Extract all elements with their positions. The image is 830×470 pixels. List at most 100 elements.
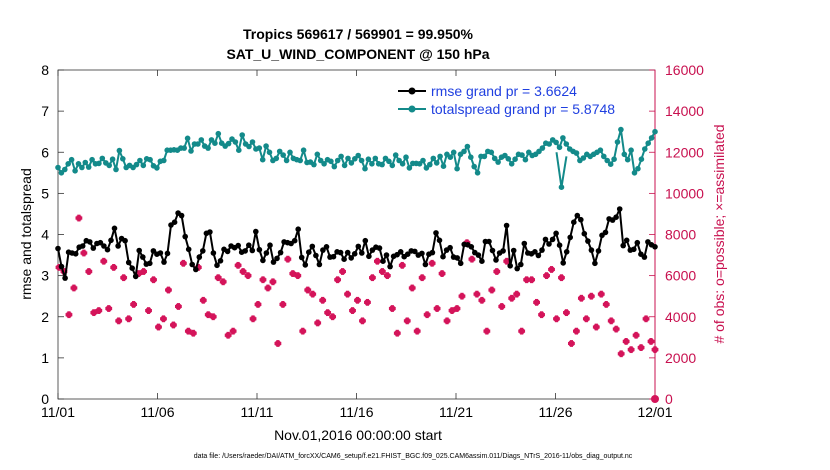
obs-assimilated-marker — [85, 268, 93, 275]
obs-marker-core — [514, 291, 520, 297]
rmse-point — [510, 247, 517, 254]
x-tick-label: 11/11 — [241, 404, 274, 420]
rmse-point — [235, 242, 241, 249]
totalspread-point — [365, 156, 372, 162]
rmse-point — [207, 229, 213, 235]
totalspread-point — [287, 149, 293, 156]
rmse-point — [567, 234, 573, 241]
rmse-point — [253, 228, 259, 235]
totalspread-point — [82, 159, 89, 166]
obs-assimilated-marker — [383, 272, 391, 280]
rmse-point — [62, 275, 68, 281]
obs-assimilated-marker — [170, 321, 177, 329]
totalspread-point — [120, 156, 126, 162]
obs-marker-core — [315, 320, 321, 326]
totalspread-point — [85, 164, 92, 170]
rmse-point — [122, 237, 128, 244]
rmse-point — [436, 237, 443, 244]
totalspread-point — [239, 132, 245, 138]
ticks-layer: 11/01 11/06 11/11 11/16 11/21 11/26 12/0101234… — [41, 62, 704, 420]
obs-assimilated-marker — [453, 305, 461, 312]
obs-assimilated-marker — [443, 317, 451, 325]
obs-assimilated-marker — [642, 315, 650, 323]
obs-assimilated-marker — [518, 327, 526, 335]
rmse-point — [560, 260, 566, 266]
totalspread-point — [447, 154, 454, 160]
totalspread-point — [283, 157, 290, 164]
obs-marker-core — [295, 273, 301, 279]
obs-assimilated-marker — [179, 259, 187, 267]
rmse-point — [616, 206, 623, 212]
obs-assimilated-marker — [364, 298, 371, 306]
obs-assimilated-marker — [582, 315, 590, 323]
totalspread-point — [280, 152, 287, 158]
rmse-point — [571, 219, 577, 225]
y-tick-label: 4 — [41, 227, 49, 243]
rmse-point — [171, 219, 178, 225]
obs-assimilated-marker — [319, 296, 327, 304]
rmse-point — [542, 236, 549, 243]
totalspread-dip-line — [560, 156, 568, 188]
obs-marker-core — [185, 328, 191, 334]
obs-assimilated-marker — [284, 255, 292, 263]
rmse-point — [578, 216, 584, 223]
obs-marker-core — [459, 293, 465, 299]
obs-marker-core — [544, 273, 549, 279]
totalspread-point — [249, 139, 256, 145]
obs-assimilated-marker — [334, 276, 341, 284]
obs-marker-core — [608, 318, 614, 324]
totalspread-point — [505, 156, 512, 162]
rmse-point — [454, 255, 461, 261]
obs-marker-core — [564, 310, 569, 316]
totalspread-point — [624, 156, 631, 163]
rmse-point — [58, 263, 65, 270]
obs-marker-core — [71, 285, 77, 291]
rmse-point — [553, 230, 559, 237]
obs-assimilated-marker — [140, 268, 147, 275]
obs-marker-core — [330, 314, 336, 320]
obs-assimilated-marker — [369, 274, 376, 282]
totalspread-point — [635, 165, 641, 172]
totalspread-point — [601, 153, 607, 160]
obs-assimilated-marker — [299, 327, 307, 335]
obs-assimilated-marker — [473, 290, 481, 298]
totalspread-point — [427, 161, 433, 168]
rmse-point — [341, 256, 347, 263]
rmse-point — [189, 261, 195, 268]
obs-marker-core — [146, 308, 151, 313]
totalspread-point — [539, 145, 546, 151]
rmse-point — [440, 253, 446, 260]
obs-marker-core — [429, 260, 435, 266]
totalspread-point — [109, 156, 116, 162]
obs-assimilated-marker — [587, 292, 595, 300]
obs-assimilated-marker — [165, 286, 172, 294]
obs-marker-core — [250, 316, 256, 322]
rmse-point — [316, 261, 323, 268]
rmse-point — [468, 244, 475, 250]
obs-marker-core — [370, 275, 375, 281]
obs-marker-core — [320, 297, 326, 303]
legend: rmse grand pr = 3.6624 totalspread grand… — [398, 83, 615, 117]
rmse-point — [539, 247, 545, 253]
totalspread-point — [348, 160, 355, 166]
obs-assimilated-marker — [204, 311, 212, 319]
obs-marker-core — [345, 291, 350, 297]
obs-marker-core — [285, 256, 291, 262]
obs-assimilated-marker — [155, 323, 162, 331]
totalspread-point — [433, 160, 440, 166]
obs-assimilated-marker — [105, 305, 113, 312]
totalspread-point — [392, 152, 399, 158]
obs-marker-core — [175, 304, 181, 309]
totalspread-point — [461, 148, 467, 155]
obs-marker-core — [404, 318, 410, 324]
obs-marker-core — [419, 275, 425, 281]
obs-assimilated-marker — [498, 303, 506, 310]
obs-marker-core — [91, 310, 97, 316]
rmse-point — [200, 248, 206, 254]
totalspread-point — [618, 126, 624, 133]
obs-assimilated-marker — [264, 284, 272, 292]
totalspread-point — [116, 147, 123, 154]
rmse-point — [196, 254, 203, 260]
obs-marker-core — [225, 332, 231, 338]
obs-assimilated-marker — [448, 307, 456, 314]
